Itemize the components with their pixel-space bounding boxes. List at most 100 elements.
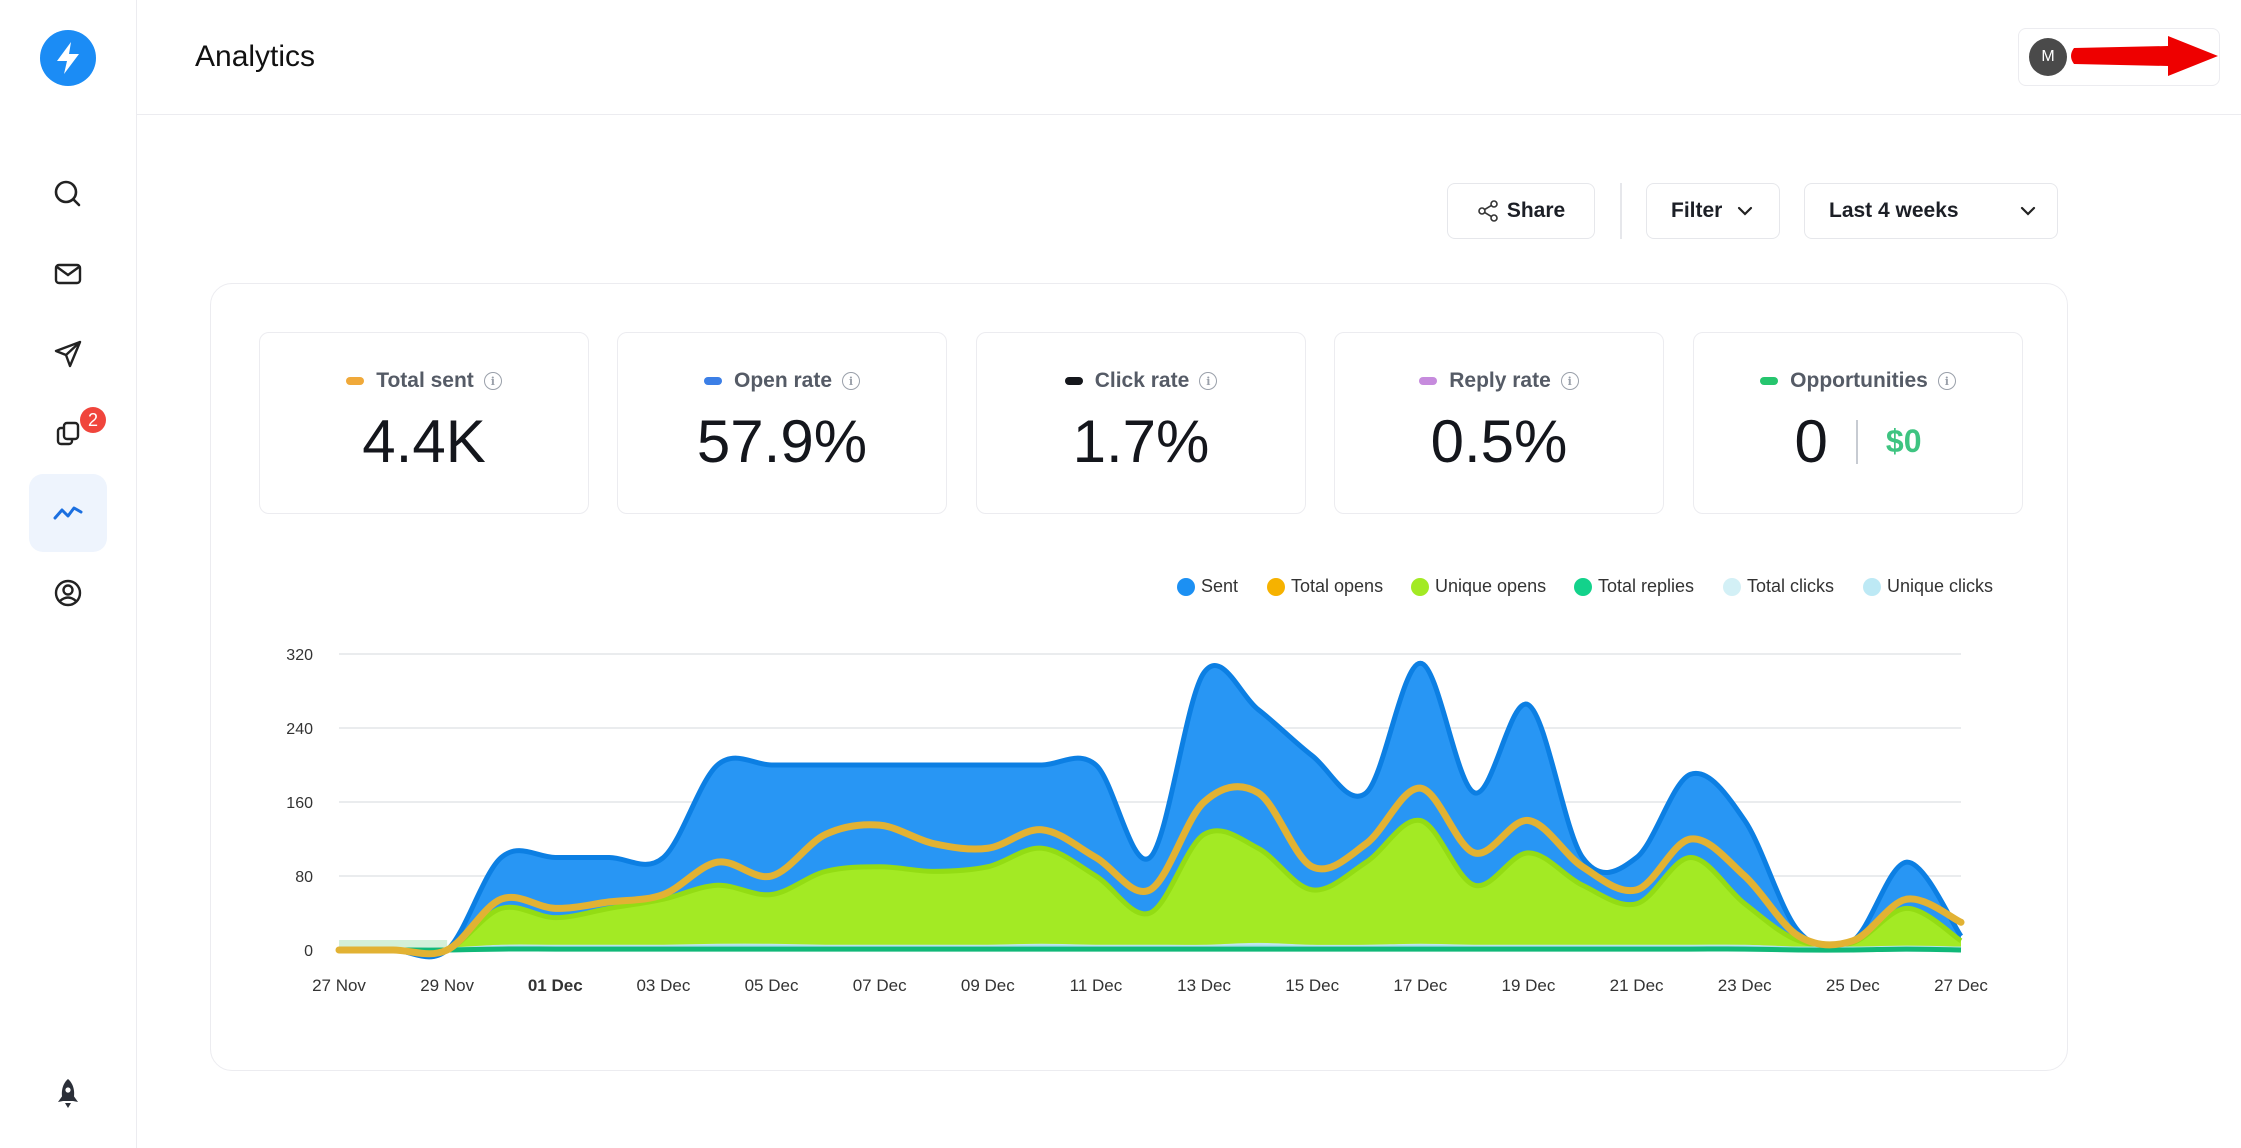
legend-dot bbox=[1863, 577, 1881, 596]
click-rate-dot bbox=[1064, 377, 1083, 385]
y-tick-label: 160 bbox=[286, 795, 313, 812]
top-bar: Analytics bbox=[137, 0, 2241, 115]
total-sent-dot bbox=[346, 377, 365, 385]
avatar[interactable]: M bbox=[2029, 38, 2067, 76]
sidebar-item-copy[interactable]: 2 bbox=[29, 395, 107, 473]
x-tick-label: 13 Dec bbox=[1177, 976, 1231, 995]
x-tick-label: 17 Dec bbox=[1393, 976, 1447, 995]
y-tick-label: 0 bbox=[304, 943, 313, 960]
page-title: Analytics bbox=[195, 40, 316, 73]
x-tick-label: 19 Dec bbox=[1502, 976, 1556, 995]
legend-label: Unique opens bbox=[1435, 576, 1547, 596]
x-tick-label: 07 Dec bbox=[853, 976, 907, 995]
stat-label: Total sent bbox=[376, 369, 474, 392]
series-area-unique-opens bbox=[339, 820, 1961, 954]
sidebar-item-analytics[interactable] bbox=[29, 474, 107, 552]
opportunities-money: $0 bbox=[1885, 423, 1922, 459]
rocket-icon bbox=[58, 1079, 78, 1108]
legend-dot bbox=[1411, 577, 1429, 596]
red-arrow-annotation bbox=[2071, 36, 2218, 76]
legend-label: Total opens bbox=[1291, 576, 1384, 596]
baseline-band bbox=[339, 940, 448, 950]
series-line-total-opens bbox=[335, 783, 1965, 958]
chevron-down-icon bbox=[1738, 206, 1753, 216]
stat-label: Click rate bbox=[1094, 369, 1190, 392]
chevron-down-icon bbox=[2020, 206, 2036, 216]
date-range-dropdown[interactable]: Last 4 weeks bbox=[1804, 183, 2058, 239]
x-tick-label: 25 Dec bbox=[1826, 976, 1880, 995]
legend-label: Sent bbox=[1201, 576, 1239, 596]
value-separator bbox=[1855, 419, 1858, 464]
x-tick-label: 03 Dec bbox=[636, 976, 690, 995]
series-line-unique-opens bbox=[338, 817, 1963, 956]
stat-value: 57.9% bbox=[696, 408, 868, 475]
stat-label: Open rate bbox=[733, 369, 833, 392]
notification-badge: 2 bbox=[80, 407, 106, 433]
legend-dot bbox=[1177, 577, 1195, 596]
stat-card-opportunities: Opportunities i 0 $0 bbox=[1693, 332, 2023, 514]
info-icon[interactable]: i bbox=[842, 372, 861, 390]
x-tick-label: 27 Dec bbox=[1934, 976, 1988, 995]
stat-label: Reply rate bbox=[1449, 369, 1551, 392]
x-tick-label: 21 Dec bbox=[1610, 976, 1664, 995]
search-icon bbox=[54, 180, 81, 207]
sidebar-item-search[interactable] bbox=[29, 155, 107, 233]
x-tick-label: 27 Nov bbox=[312, 976, 366, 995]
stat-label: Opportunities bbox=[1790, 369, 1928, 392]
share-label: Share bbox=[1506, 199, 1566, 222]
opportunities-dot bbox=[1760, 377, 1779, 385]
send-icon bbox=[54, 340, 82, 368]
y-tick-label: 80 bbox=[295, 869, 313, 886]
stat-value: 4.4K bbox=[362, 408, 486, 475]
legend-label: Total clicks bbox=[1747, 576, 1835, 596]
legend-label: Unique clicks bbox=[1887, 576, 1994, 596]
share-button[interactable]: Share bbox=[1447, 183, 1595, 239]
toolbar-divider bbox=[1620, 183, 1622, 239]
stat-card-total-sent: Total sent i 4.4K bbox=[259, 332, 589, 514]
y-tick-label: 320 bbox=[286, 647, 313, 664]
x-tick-label: 05 Dec bbox=[745, 976, 799, 995]
sidebar: 2 bbox=[0, 0, 137, 1148]
reply-rate-dot bbox=[1419, 377, 1438, 385]
date-range-label: Last 4 weeks bbox=[1829, 199, 1959, 222]
x-tick-label: 15 Dec bbox=[1285, 976, 1339, 995]
legend-dot bbox=[1267, 577, 1285, 596]
x-tick-label: 29 Nov bbox=[420, 976, 474, 995]
analytics-icon bbox=[53, 506, 83, 520]
stat-card-reply-rate: Reply rate i 0.5% bbox=[1334, 332, 1664, 514]
legend-dot bbox=[1574, 577, 1592, 596]
info-icon[interactable]: i bbox=[483, 372, 502, 390]
info-icon[interactable]: i bbox=[1560, 372, 1579, 390]
legend-item-total-opens[interactable]: Total opens bbox=[1267, 576, 1383, 597]
series-line-total-replies bbox=[338, 946, 1962, 953]
filter-dropdown[interactable]: Filter bbox=[1646, 183, 1780, 239]
legend-item-unique-opens[interactable]: Unique opens bbox=[1411, 576, 1546, 597]
stat-value: 0 bbox=[1794, 408, 1828, 475]
open-rate-dot bbox=[703, 377, 722, 385]
mail-icon bbox=[54, 263, 82, 285]
info-icon[interactable]: i bbox=[1199, 372, 1218, 390]
stat-value: 1.7% bbox=[1072, 408, 1210, 475]
stat-card-click-rate: Click rate i 1.7% bbox=[976, 332, 1306, 514]
legend-item-total-replies[interactable]: Total replies bbox=[1574, 576, 1694, 597]
x-tick-label: 23 Dec bbox=[1718, 976, 1772, 995]
legend-item-sent[interactable]: Sent bbox=[1177, 576, 1238, 597]
app-logo[interactable] bbox=[40, 30, 96, 86]
sidebar-item-mail[interactable] bbox=[29, 235, 107, 313]
lightning-icon bbox=[57, 42, 79, 74]
series-line-sent bbox=[338, 660, 1964, 960]
copy-icon bbox=[56, 421, 80, 446]
stat-value: 0.5% bbox=[1430, 408, 1568, 475]
x-tick-label: 11 Dec bbox=[1070, 976, 1123, 995]
sidebar-item-launch[interactable] bbox=[29, 1055, 107, 1133]
info-icon[interactable]: i bbox=[1937, 372, 1956, 390]
legend-item-total-clicks[interactable]: Total clicks bbox=[1723, 576, 1834, 597]
legend-dot bbox=[1723, 577, 1741, 596]
stat-card-open-rate: Open rate i 57.9% bbox=[617, 332, 947, 514]
sidebar-item-account[interactable] bbox=[29, 554, 107, 632]
legend-item-unique-clicks[interactable]: Unique clicks bbox=[1863, 576, 1993, 597]
share-icon bbox=[1478, 200, 1498, 222]
filter-label: Filter bbox=[1671, 199, 1723, 222]
sidebar-item-send[interactable] bbox=[29, 315, 107, 393]
